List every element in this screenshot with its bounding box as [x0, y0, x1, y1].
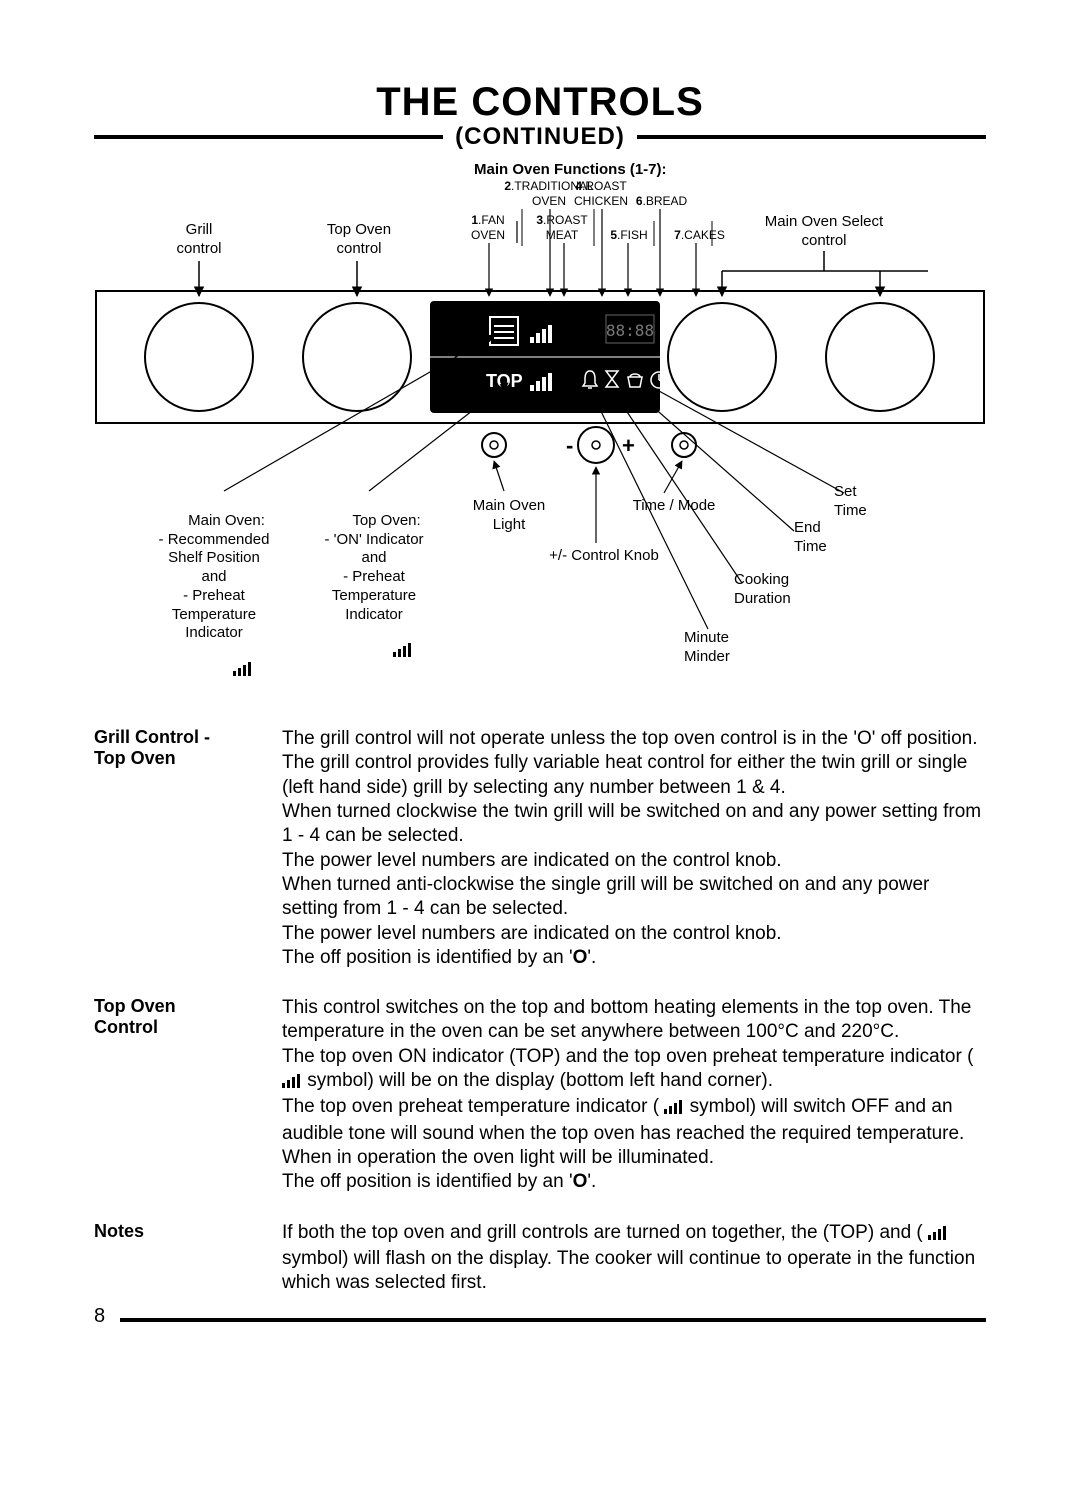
section-label: Top Oven Control [94, 996, 264, 1195]
subtitle-row: (CONTINUED) [94, 123, 986, 151]
section-label: Notes [94, 1221, 264, 1296]
page-number: 8 [94, 1305, 105, 1328]
signal-icon [928, 1223, 948, 1247]
bottom-rule [120, 1318, 986, 1322]
top-oven-ind-label: Top Oven: - 'ON' Indicator and - Preheat… [294, 493, 454, 700]
clock-display: 88:88 [606, 321, 654, 340]
end-time-label: End Time [794, 519, 874, 557]
cook-dur-label: Cooking Duration [734, 571, 834, 609]
bold-o: O [573, 947, 588, 968]
pm-knob-label: +/- Control Knob [524, 547, 684, 566]
set-time-label: Set Time [834, 483, 914, 521]
para: The top oven preheat temperature indicat… [282, 1095, 986, 1146]
section-label: Grill Control - Top Oven [94, 727, 264, 970]
signal-icon [282, 1071, 302, 1095]
controls-diagram: Main Oven Functions (1-7): 1.FAN OVEN 2.… [94, 161, 986, 721]
main-light-label: Main Oven Light [454, 497, 564, 535]
plus-symbol: + [622, 433, 635, 458]
para: The off position is identified by an 'O'… [282, 946, 986, 970]
section-text: The grill control will not operate unles… [282, 727, 986, 970]
t: The top oven ON indicator (TOP) and the … [282, 1046, 973, 1067]
label-text: Top Oven: - 'ON' Indicator and - Preheat… [324, 512, 423, 623]
label-text: Main Oven: - Recommended Shelf Position … [159, 512, 270, 642]
top-indicator-text: TOP [486, 371, 523, 391]
main-oven-shelf-label: Main Oven: - Recommended Shelf Position … [124, 493, 304, 719]
para: The top oven ON indicator (TOP) and the … [282, 1045, 986, 1096]
small-knob-time [672, 433, 696, 457]
para: The power level numbers are indicated on… [282, 922, 986, 946]
para: When turned anti-clockwise the single gr… [282, 873, 986, 922]
t: The top oven preheat temperature indicat… [282, 1096, 664, 1117]
t: The off position is identified by an ' [282, 947, 573, 968]
manual-page: THE CONTROLS (CONTINUED) Main Oven Funct… [0, 0, 1080, 1386]
t: If both the top oven and grill controls … [282, 1222, 928, 1243]
bold-o: O [573, 1171, 588, 1192]
small-knob-light [482, 433, 506, 457]
main-select-dial-left [668, 303, 776, 411]
para: When turned clockwise the twin grill wil… [282, 800, 986, 849]
page-subtitle: (CONTINUED) [455, 123, 625, 151]
grill-dial [145, 303, 253, 411]
notes-section: Notes If both the top oven and grill con… [94, 1221, 986, 1296]
main-select-dial-right [826, 303, 934, 411]
title-block: THE CONTROLS (CONTINUED) [94, 80, 986, 151]
t: symbol) will flash on the display. The c… [282, 1248, 975, 1293]
para: The power level numbers are indicated on… [282, 849, 986, 873]
pm-knob [578, 427, 614, 463]
t: The off position is identified by an ' [282, 1171, 573, 1192]
t: '. [587, 1171, 596, 1192]
minute-minder-label: Minute Minder [684, 629, 784, 667]
section-text: This control switches on the top and bot… [282, 996, 986, 1195]
grill-control-section: Grill Control - Top Oven The grill contr… [94, 727, 986, 970]
minus-symbol: - [566, 433, 573, 458]
rule-left [94, 135, 443, 139]
signal-icon [360, 624, 413, 681]
para: The off position is identified by an 'O'… [282, 1170, 986, 1194]
rule-right [637, 135, 986, 139]
time-mode-label: Time / Mode [614, 497, 734, 516]
para: When in operation the oven light will be… [282, 1146, 986, 1170]
t: symbol) will be on the display (bottom l… [307, 1070, 773, 1091]
top-oven-dial [303, 303, 411, 411]
para: The grill control provides fully variabl… [282, 751, 986, 800]
signal-icon [664, 1097, 684, 1121]
signal-icon [200, 643, 253, 700]
top-oven-control-section: Top Oven Control This control switches o… [94, 996, 986, 1195]
para: This control switches on the top and bot… [282, 996, 986, 1045]
para: If both the top oven and grill controls … [282, 1221, 986, 1296]
section-text: If both the top oven and grill controls … [282, 1221, 986, 1296]
t: '. [587, 947, 596, 968]
para: The grill control will not operate unles… [282, 727, 986, 751]
page-title: THE CONTROLS [94, 80, 986, 125]
